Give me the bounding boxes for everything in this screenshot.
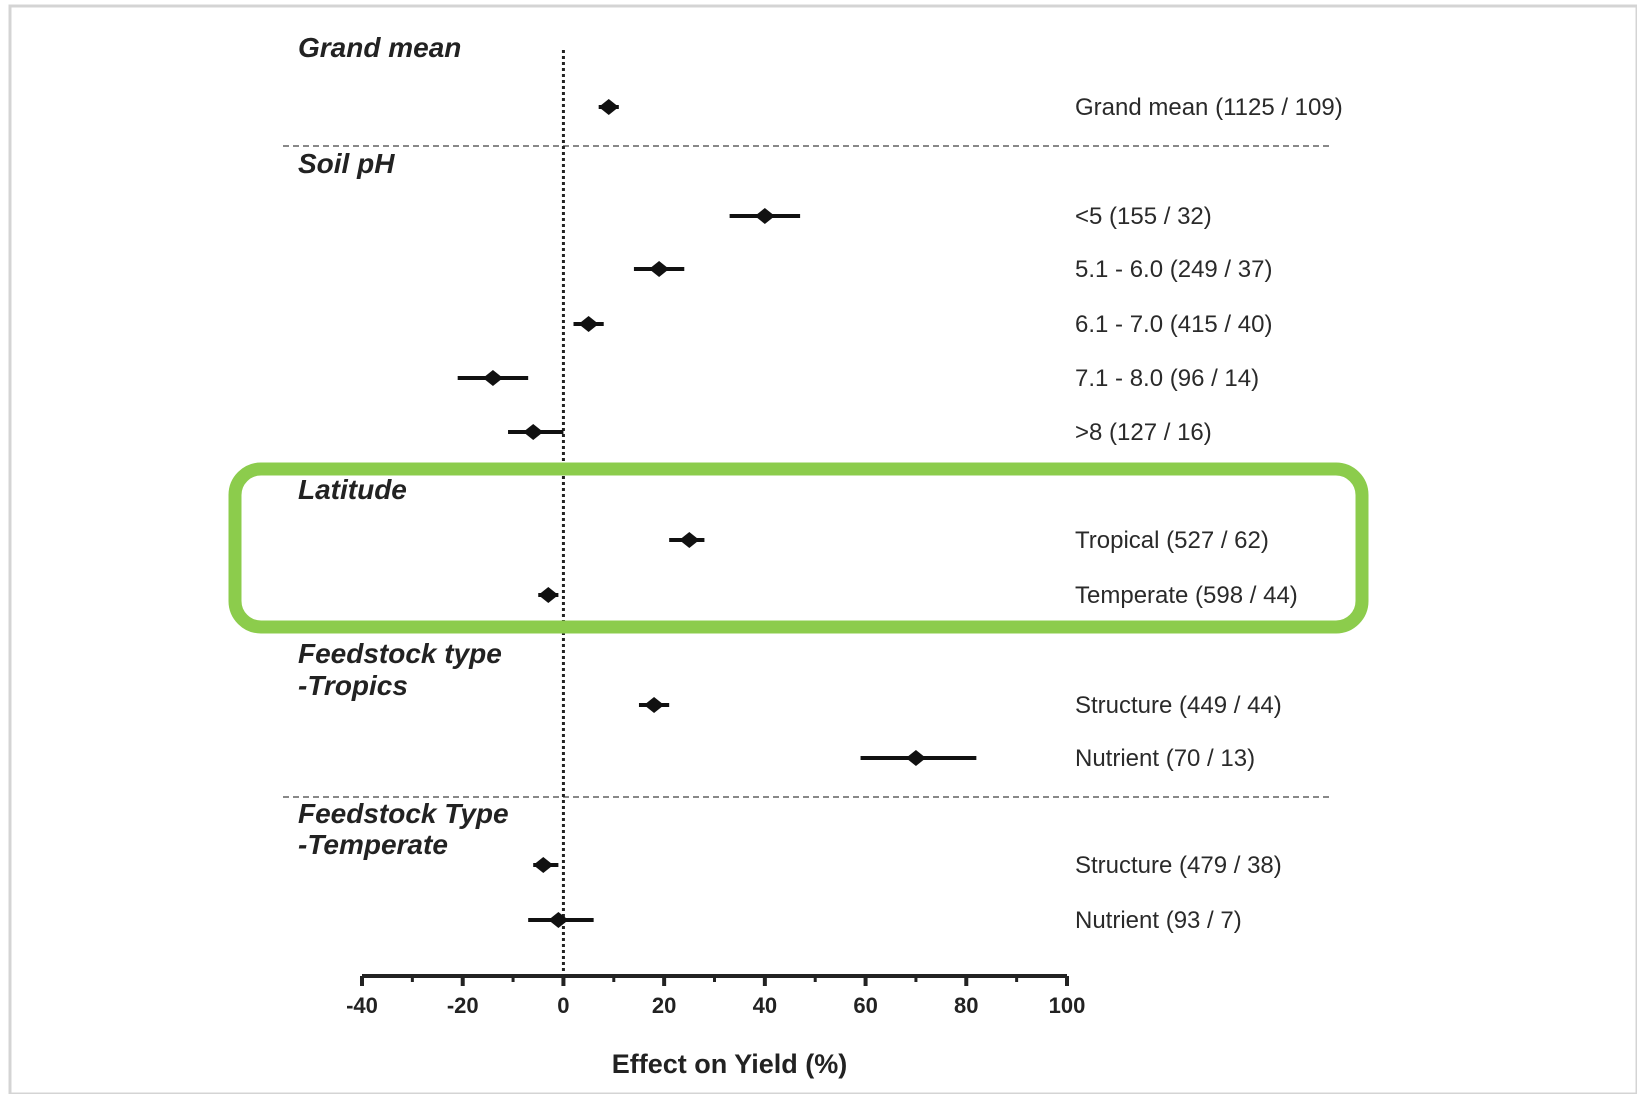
- forest-row: Grand mean (1125 / 109): [598, 94, 1343, 121]
- x-axis-title: Effect on Yield (%): [612, 1049, 848, 1079]
- row-label: Structure (449 / 44): [1075, 692, 1282, 719]
- forest-row: 6.1 - 7.0 (415 / 40): [573, 311, 1272, 338]
- point-marker: [538, 587, 559, 603]
- point-marker: [598, 99, 619, 115]
- x-axis: -40 -20 0 20 40 60 80 100 Effect on Yield (%): [346, 974, 1086, 1079]
- forest-row: Nutrient (93 / 7): [528, 907, 1242, 934]
- forest-row: Nutrient (70 / 13): [860, 745, 1255, 772]
- forest-row: 7.1 - 8.0 (96 / 14): [457, 365, 1259, 392]
- row-label: <5 (155 / 32): [1075, 203, 1212, 230]
- row-label: Tropical (527 / 62): [1075, 527, 1269, 554]
- point-marker: [533, 857, 554, 873]
- row-label: Nutrient (93 / 7): [1075, 907, 1242, 934]
- point-marker: [548, 912, 569, 928]
- x-tick-label: 100: [1049, 993, 1086, 1018]
- point-marker: [644, 697, 665, 713]
- forest-row: >8 (127 / 16): [508, 419, 1212, 446]
- group-label: Feedstock Type: [298, 798, 509, 829]
- forest-rows: Grand mean (1125 / 109) <5 (155 / 32) 5.1 …: [457, 94, 1343, 934]
- point-marker: [679, 532, 700, 548]
- group-label: -Tropics: [298, 670, 408, 701]
- group-separators: [283, 145, 1330, 798]
- x-tick-label: 60: [853, 993, 877, 1018]
- x-tick-label: 80: [954, 993, 978, 1018]
- row-label: >8 (127 / 16): [1075, 419, 1212, 446]
- group-label: Soil pH: [298, 148, 395, 179]
- point-marker: [905, 750, 926, 766]
- row-label: 7.1 - 8.0 (96 / 14): [1075, 365, 1259, 392]
- row-label: Temperate (598 / 44): [1075, 582, 1298, 609]
- highlight-rectangle: [228, 462, 1369, 634]
- plot-border: [8, 4, 1637, 1094]
- forest-row: Tropical (527 / 62): [669, 527, 1269, 554]
- x-tick-label: -20: [447, 993, 479, 1018]
- group-label: -Temperate: [298, 829, 448, 860]
- forest-row: Structure (449 / 44): [638, 692, 1282, 719]
- row-label: Structure (479 / 38): [1075, 852, 1282, 879]
- point-marker: [649, 261, 670, 277]
- forest-row: <5 (155 / 32): [729, 203, 1212, 230]
- x-tick-label: 20: [652, 993, 676, 1018]
- forest-row: Temperate (598 / 44): [538, 582, 1298, 609]
- x-tick-label: -40: [346, 993, 378, 1018]
- forest-row: 5.1 - 6.0 (249 / 37): [633, 256, 1272, 283]
- row-label: Nutrient (70 / 13): [1075, 745, 1255, 772]
- group-label: Feedstock type: [298, 638, 502, 669]
- highlight-box: [228, 462, 1369, 634]
- group-label: Latitude: [298, 474, 407, 505]
- point-marker: [578, 316, 599, 332]
- row-label: Grand mean (1125 / 109): [1075, 94, 1343, 121]
- point-marker: [523, 424, 544, 440]
- row-label: 5.1 - 6.0 (249 / 37): [1075, 256, 1272, 283]
- x-tick-label: 0: [557, 993, 569, 1018]
- x-tick-label: 40: [753, 993, 777, 1018]
- point-marker: [482, 370, 503, 386]
- point-marker: [754, 208, 775, 224]
- forest-row: Structure (479 / 38): [533, 852, 1282, 879]
- group-label: Grand mean: [298, 32, 461, 63]
- row-label: 6.1 - 7.0 (415 / 40): [1075, 311, 1272, 338]
